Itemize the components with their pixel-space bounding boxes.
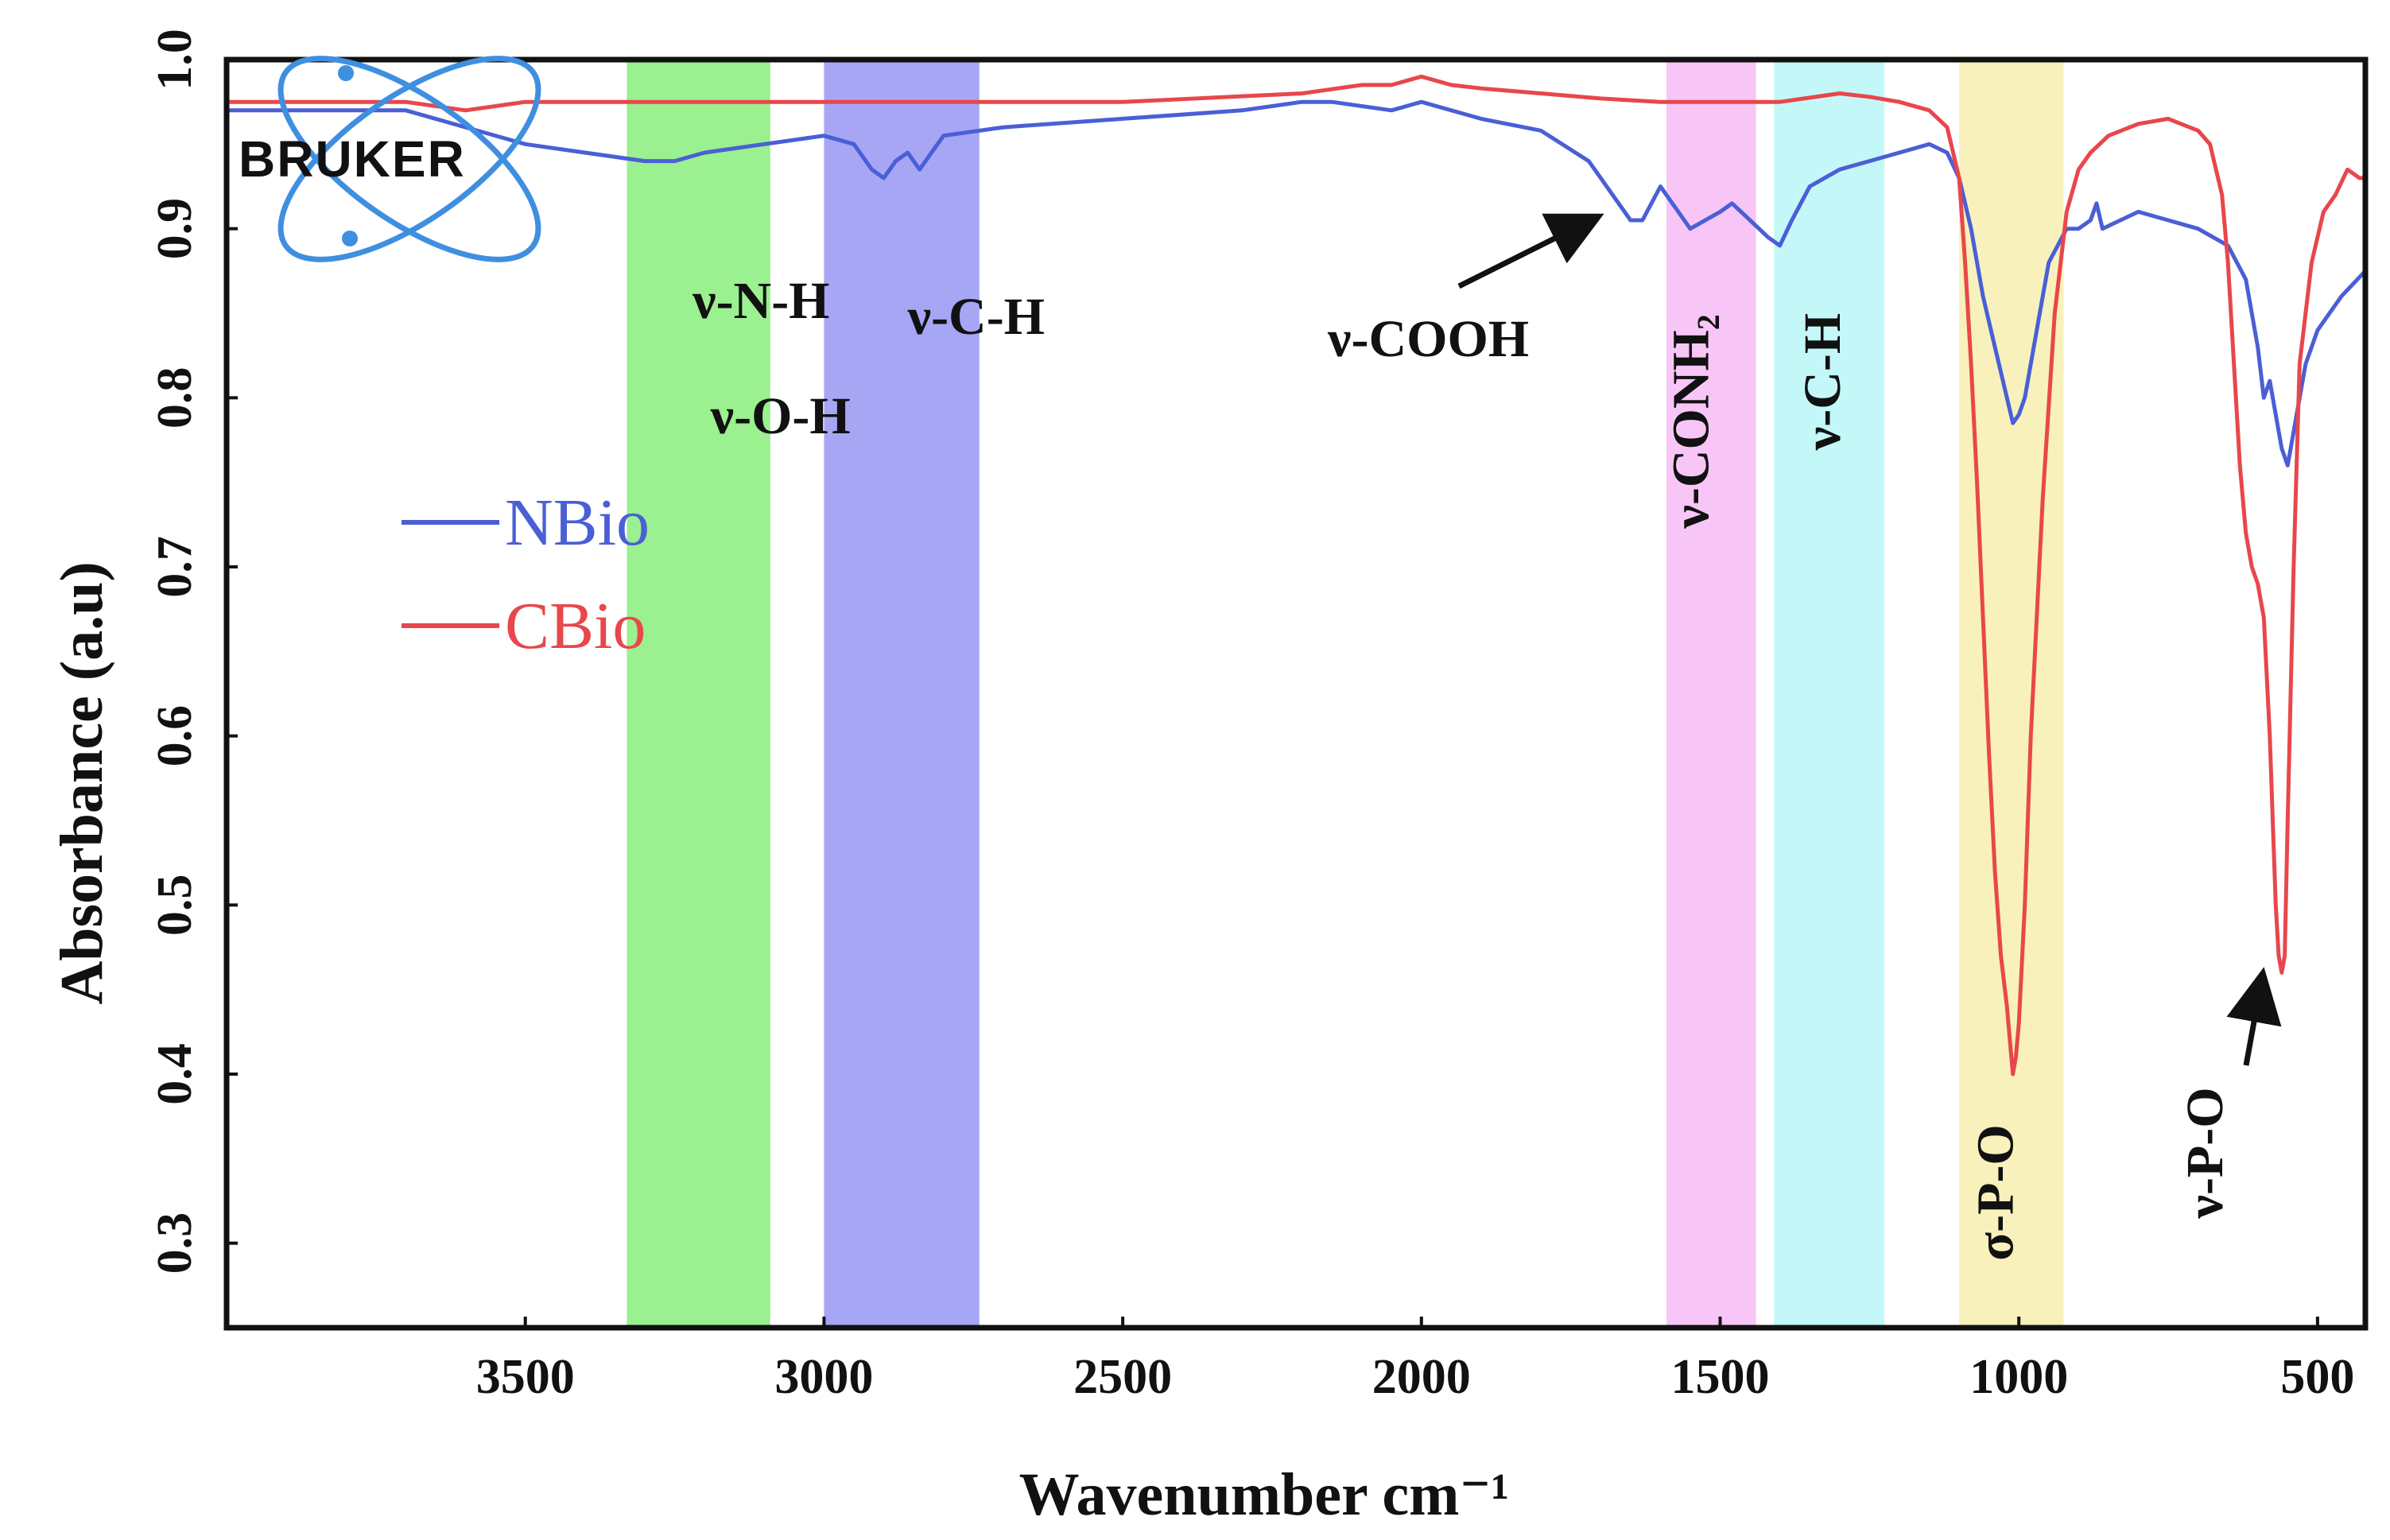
logo-dot-2: [342, 231, 358, 246]
logo-text: BRUKER: [239, 130, 466, 188]
bruker-logo: BRUKER: [239, 56, 541, 262]
x-tick-label-2500: 2500: [1073, 1350, 1172, 1404]
band-ch-2-label-0: ν-C-H: [1794, 313, 1852, 451]
logo-orbit-1: [277, 56, 541, 262]
y-axis-title: Absorbance (a.u): [48, 561, 115, 1004]
y-tick-label-0.8: 0.8: [148, 367, 202, 429]
legend-label-cbio: CBio: [505, 589, 646, 663]
annotation-po-nu-arrow: [2226, 967, 2282, 1066]
series-layer: [227, 74, 2365, 1076]
y-tick-label-0.5: 0.5: [148, 875, 202, 937]
x-tick-label-2000: 2000: [1372, 1350, 1471, 1404]
x-axis-title: Wavenumber cm⁻¹: [1019, 1461, 1510, 1528]
logo-dot-1: [338, 65, 354, 81]
y-tick-label-0.4: 0.4: [148, 1043, 202, 1105]
logo-orbit-2: [277, 56, 541, 262]
labels-layer: ν-N-H ν-O-H ν-C-H ν-CONH₂ ν-C-H σ-P-O: [692, 272, 2025, 1261]
annotation-po-nu-label: ν-P-O: [2176, 1087, 2234, 1219]
x-tick-label-500: 500: [2280, 1350, 2354, 1404]
band-ch-2: [1774, 60, 1885, 1328]
x-tick-label-1500: 1500: [1670, 1350, 1769, 1404]
band-conh2: [1666, 60, 1756, 1328]
series-line-nbio: [227, 99, 2365, 467]
x-tick-label-1000: 1000: [1969, 1350, 2068, 1404]
x-tick-label-3000: 3000: [774, 1350, 873, 1404]
annotation-cooh-arrow: [1457, 213, 1604, 289]
legend: NBio CBio: [402, 486, 650, 663]
band-ch-1-label-0: ν-C-H: [907, 288, 1045, 346]
x-tick-label-3500: 3500: [476, 1350, 575, 1404]
band-po-sigma-label-0: σ-P-O: [1967, 1124, 2025, 1261]
y-tick-label-0.3: 0.3: [148, 1212, 202, 1274]
band-nh-oh: [627, 60, 770, 1328]
band-conh2-label-0: ν-CONH₂: [1662, 314, 1720, 529]
band-nh-oh-label-0: ν-N-H: [692, 272, 829, 330]
y-tick-label-1: 1.0: [148, 29, 202, 91]
band-nh-oh-label-1: ν-O-H: [710, 387, 851, 445]
bands-layer: [627, 60, 2064, 1328]
y-tick-label-0.7: 0.7: [148, 536, 202, 598]
y-tick-label-0.6: 0.6: [148, 705, 202, 767]
y-tick-label-0.9: 0.9: [148, 198, 202, 260]
ticks-layer: 3500 3000 2500 2000 1500 1000 500 0.3 0.4 0.5 0.6 0…: [148, 29, 2354, 1404]
series-line-cbio: [227, 74, 2365, 1076]
annotation-cooh-label: ν-COOH: [1327, 310, 1529, 368]
plot-frame: [223, 56, 2369, 1331]
band-ch-1: [824, 60, 980, 1328]
legend-label-nbio: NBio: [505, 486, 650, 560]
